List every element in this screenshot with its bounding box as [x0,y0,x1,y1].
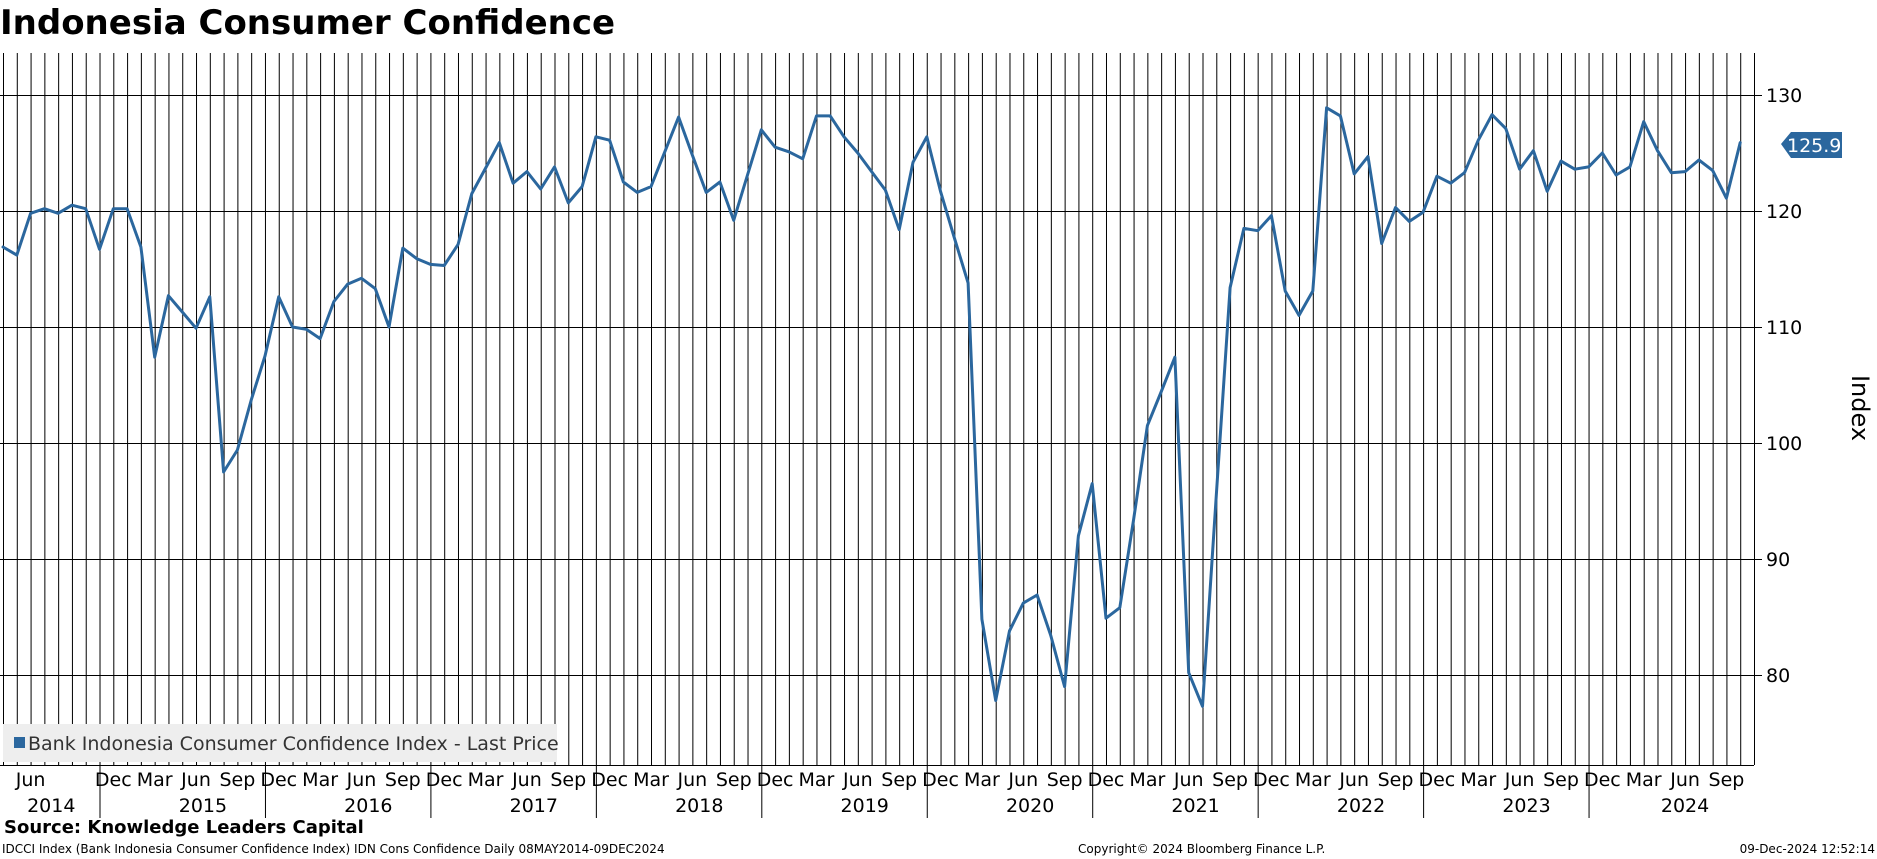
x-tick-label-month: Mar [799,769,835,791]
x-tick-label-month: Sep [550,769,586,791]
x-tick-label-month: Jun [842,769,873,791]
x-tick-label-year: 2024 [1661,795,1709,817]
footer-description: IDCCI Index (Bank Indonesia Consumer Con… [2,842,665,856]
x-tick-label-year: 2016 [344,795,392,817]
series-layer [1,106,1742,708]
y-tick-label: 110 [1766,317,1802,339]
y-axis: 80 90 100 110 120 130 [1754,53,1802,765]
x-tick-label-month: Dec [1584,769,1621,791]
x-tick-label-month: Mar [137,769,173,791]
legend-background [3,724,557,762]
x-tick-label-month: Mar [1460,769,1496,791]
y-tick-label: 80 [1766,665,1790,687]
x-tick-label-month: Sep [881,769,917,791]
x-tick-label-month: Sep [1378,769,1414,791]
y-tick-label: 130 [1766,85,1802,107]
last-value-marker: 125.9 [1781,132,1842,158]
y-tick-label: 120 [1766,201,1802,223]
x-tick-label-year: 2018 [675,795,723,817]
x-tick-label-month: Dec [1418,769,1455,791]
x-tick-label-month: Dec [95,769,132,791]
footer-timestamp: 09-Dec-2024 12:52:14 [1739,842,1875,856]
legend-swatch [14,737,25,748]
x-axis: Jun Dec Mar Jun Sep Dec Mar Jun Sep Dec Mar Jun Sep D… [0,765,1754,818]
x-tick-label-month: Jun [511,769,542,791]
grid [0,53,1755,765]
x-tick-label-month: Mar [633,769,669,791]
chart-title: Indonesia Consumer Confidence [0,3,616,43]
legend: Bank Indonesia Consumer Confidence Index… [3,724,559,762]
y-tick-label: 100 [1766,433,1802,455]
footer-copyright: Copyright© 2024 Bloomberg Finance L.P. [1078,842,1326,856]
x-tick-label-year: 2020 [1006,795,1054,817]
x-tick-label-month: Mar [302,769,338,791]
x-tick-label-month: Sep [1709,769,1745,791]
x-tick-label-month: Mar [964,769,1000,791]
x-tick-label-month: Mar [1626,769,1662,791]
x-tick-label-year: 2022 [1337,795,1385,817]
x-tick-label-month: Mar [468,769,504,791]
x-tick-label-month: Sep [716,769,752,791]
x-tick-label-month: Sep [219,769,255,791]
legend-label: Bank Indonesia Consumer Confidence Index… [28,733,559,755]
x-tick-label-month: Jun [1504,769,1535,791]
source-note: Source: Knowledge Leaders Capital [4,817,364,838]
last-value-label: 125.9 [1787,135,1841,157]
x-tick-label-month: Dec [922,769,959,791]
x-tick-label-month: Jun [677,769,708,791]
x-tick-label-month: Sep [1212,769,1248,791]
x-tick-label-year: 2017 [510,795,558,817]
x-tick-label-month: Dec [260,769,297,791]
y-axis-title: Index [1846,375,1874,441]
x-tick-label-month: Mar [1129,769,1165,791]
x-tick-label-month: Jun [1007,769,1038,791]
x-tick-label-year: 2019 [841,795,889,817]
x-tick-label-month: Dec [757,769,794,791]
x-tick-label-month: Dec [1253,769,1290,791]
x-tick-label-year: 2014 [27,795,75,817]
x-tick-label-month: Dec [1088,769,1125,791]
x-tick-label-month: Dec [426,769,463,791]
series-line [1,106,1742,708]
x-tick-label-month: Mar [1295,769,1331,791]
x-tick-label-month: Jun [346,769,377,791]
x-tick-label-month: Dec [591,769,628,791]
x-tick-label-month: Sep [1543,769,1579,791]
y-tick-label: 90 [1766,549,1790,571]
x-tick-label-month: Jun [1669,769,1700,791]
x-tick-label-month: Sep [1047,769,1083,791]
x-tick-label-year: 2015 [179,795,227,817]
x-tick-label-month: Jun [1173,769,1204,791]
x-tick-label-month: Sep [385,769,421,791]
last-value-badge [1781,132,1842,158]
x-tick-label-month: Jun [1338,769,1369,791]
x-tick-label-month: Jun [15,769,46,791]
x-tick-label-month: Jun [180,769,211,791]
x-tick-label-year: 2021 [1171,795,1219,817]
x-tick-label-year: 2023 [1502,795,1550,817]
